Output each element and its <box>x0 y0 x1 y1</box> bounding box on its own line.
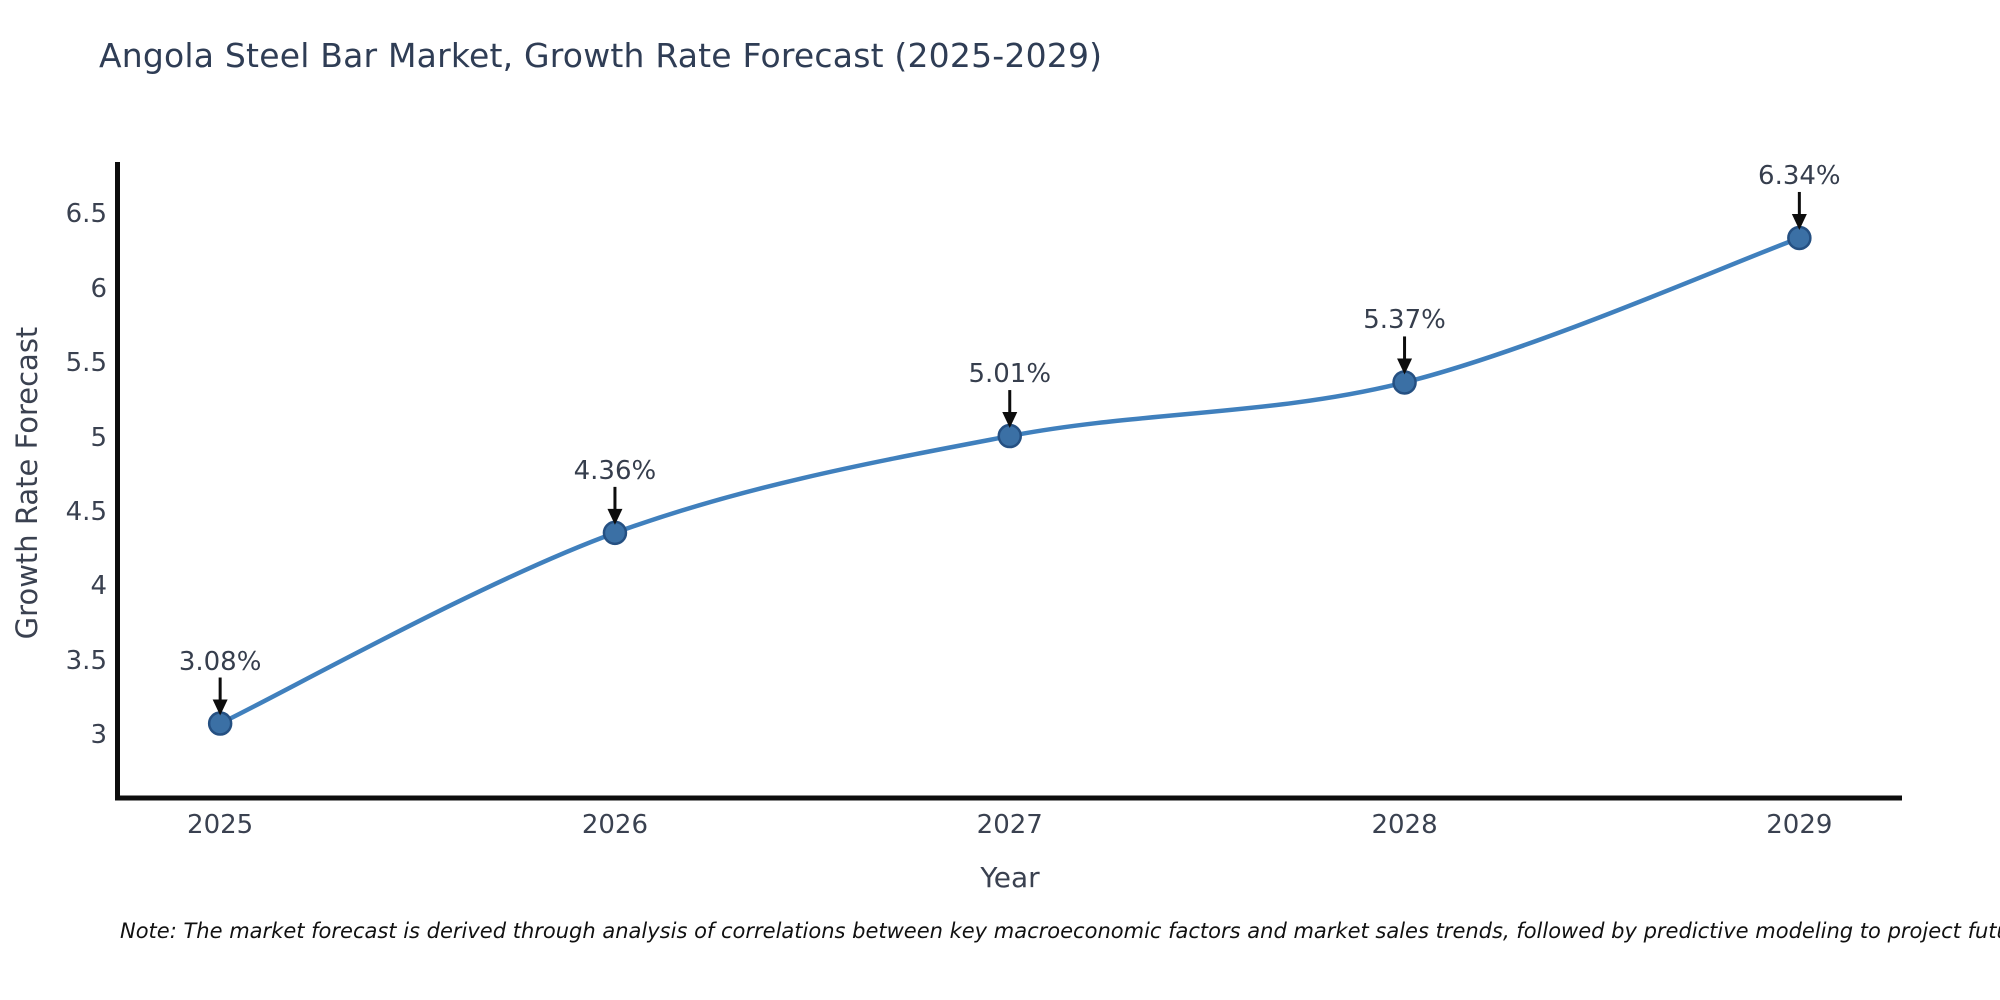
annotation-arrowhead <box>1791 213 1807 230</box>
y-tick-label: 4.5 <box>65 497 107 528</box>
x-tick-label: 2029 <box>1766 810 1833 840</box>
data-point-marker <box>602 520 628 546</box>
y-tick-label: 5 <box>90 422 107 453</box>
data-point-marker <box>997 423 1022 449</box>
y-tick-label: 6.5 <box>65 199 107 230</box>
x-tick-label: 2025 <box>187 810 254 840</box>
annotation-arrowhead <box>607 508 623 525</box>
point-label: 6.34% <box>1758 160 1841 191</box>
y-tick-label: 4 <box>90 571 107 602</box>
y-tick-label: 6 <box>90 273 107 304</box>
point-label: 3.08% <box>178 646 262 677</box>
annotation-arrowhead <box>1397 358 1413 375</box>
trend-line <box>217 235 1802 726</box>
data-point-marker <box>1787 225 1812 251</box>
footnote: Note: The market forecast is derived thr… <box>120 919 2000 943</box>
point-label: 5.37% <box>1363 305 1446 336</box>
point-label: 4.36% <box>573 455 657 486</box>
data-point-marker <box>1392 370 1417 395</box>
data-point-marker <box>207 711 233 736</box>
y-tick-label: 3.5 <box>65 645 107 676</box>
x-tick-label: 2028 <box>1371 810 1438 840</box>
y-tick-label: 3 <box>90 720 107 751</box>
x-axis-spine <box>115 795 1902 801</box>
y-axis-title: Growth Rate Forecast <box>10 326 44 640</box>
x-axis-title: Year <box>980 861 1040 894</box>
x-tick-label: 2027 <box>976 810 1043 840</box>
y-axis-spine <box>115 162 120 801</box>
point-label: 5.01% <box>968 359 1052 390</box>
x-tick-label: 2026 <box>581 810 649 840</box>
chart-title: Angola Steel Bar Market, Growth Rate For… <box>99 36 1103 75</box>
y-tick-label: 5.5 <box>65 348 107 379</box>
annotation-arrowhead <box>212 699 228 716</box>
annotation-arrowhead <box>1002 412 1018 429</box>
